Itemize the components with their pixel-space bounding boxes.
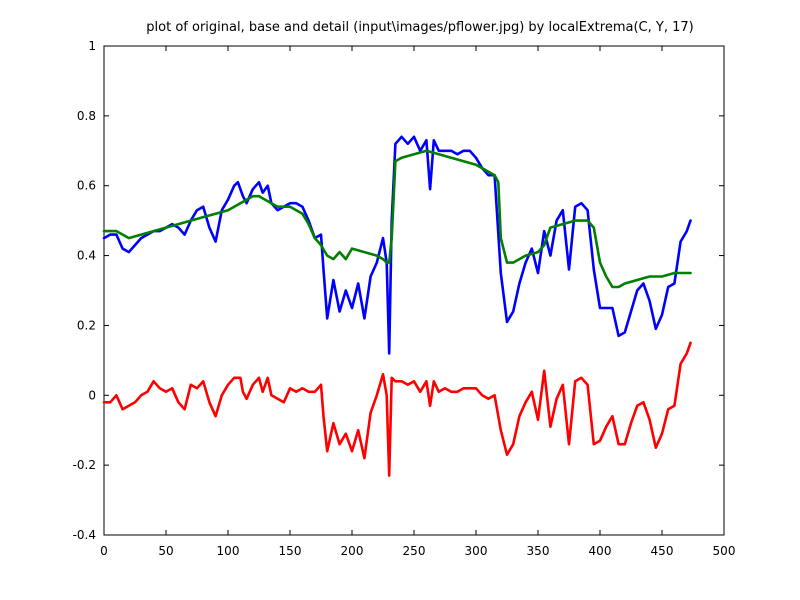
y-tick-label: -0.4 — [73, 528, 96, 542]
y-tick-label: 0 — [88, 388, 96, 402]
x-tick-label: 500 — [713, 544, 736, 558]
x-tick-label: 150 — [279, 544, 302, 558]
y-axis: -0.4 -0.2 0 0.2 0.4 0.6 0.8 1 — [73, 39, 724, 542]
x-tick-label: 400 — [589, 544, 612, 558]
x-tick-label: 200 — [341, 544, 364, 558]
series-line-3 — [102, 341, 692, 477]
chart-title: plot of original, base and detail (input… — [146, 20, 693, 35]
y-tick-label: 0.2 — [77, 318, 96, 332]
x-tick-label: 50 — [158, 544, 173, 558]
x-tick-label: 350 — [527, 544, 550, 558]
x-tick-label: 100 — [217, 544, 240, 558]
y-tick-label: -0.2 — [73, 458, 96, 472]
y-tick-label: 0.4 — [77, 249, 96, 263]
x-axis: 0 50 100 150 200 250 300 350 400 450 500 — [100, 46, 735, 558]
series-layer — [102, 135, 692, 477]
y-tick-label: 0.8 — [77, 109, 96, 123]
y-tick-label: 0.6 — [77, 179, 96, 193]
series-line-2 — [102, 149, 692, 289]
y-tick-label: 1 — [88, 39, 96, 53]
x-tick-label: 450 — [651, 544, 674, 558]
x-tick-label: 250 — [403, 544, 426, 558]
x-tick-label: 300 — [465, 544, 488, 558]
x-tick-label: 0 — [100, 544, 108, 558]
